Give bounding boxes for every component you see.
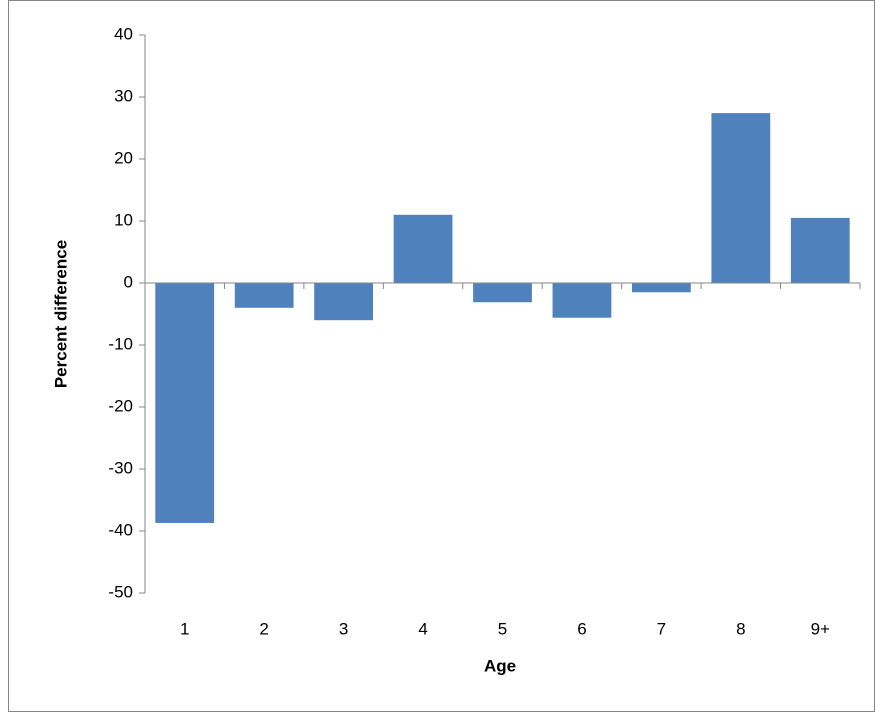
x-tick-label: 6	[577, 619, 586, 638]
y-tick-label: -30	[108, 458, 133, 477]
y-tick-label: 30	[114, 86, 133, 105]
x-tick-label: 9+	[811, 619, 830, 638]
bar	[314, 283, 374, 321]
bar	[552, 283, 612, 318]
bar	[711, 113, 771, 284]
bar	[155, 283, 215, 523]
y-tick-label: -40	[108, 520, 133, 539]
bar	[234, 283, 294, 308]
y-tick-label: 0	[124, 272, 133, 291]
y-tick-label: 20	[114, 148, 133, 167]
bar	[473, 283, 532, 303]
y-tick-label: 10	[114, 210, 133, 229]
y-tick-label: -10	[108, 334, 133, 353]
y-tick-label: -20	[108, 396, 133, 415]
x-tick-label: 1	[180, 619, 189, 638]
y-tick-label: 40	[114, 24, 133, 43]
x-axis-title: Age	[484, 656, 516, 675]
y-tick-label: -50	[108, 582, 133, 601]
x-tick-label: 7	[657, 619, 666, 638]
x-tick-label: 5	[498, 619, 507, 638]
x-tick-label: 4	[418, 619, 427, 638]
chart-frame	[8, 0, 875, 712]
y-axis-title: Percent difference	[51, 240, 70, 388]
bar	[790, 217, 850, 283]
bar	[393, 214, 453, 283]
x-tick-label: 3	[339, 619, 348, 638]
x-tick-label: 8	[736, 619, 745, 638]
bar	[631, 283, 691, 293]
x-tick-label: 2	[259, 619, 268, 638]
